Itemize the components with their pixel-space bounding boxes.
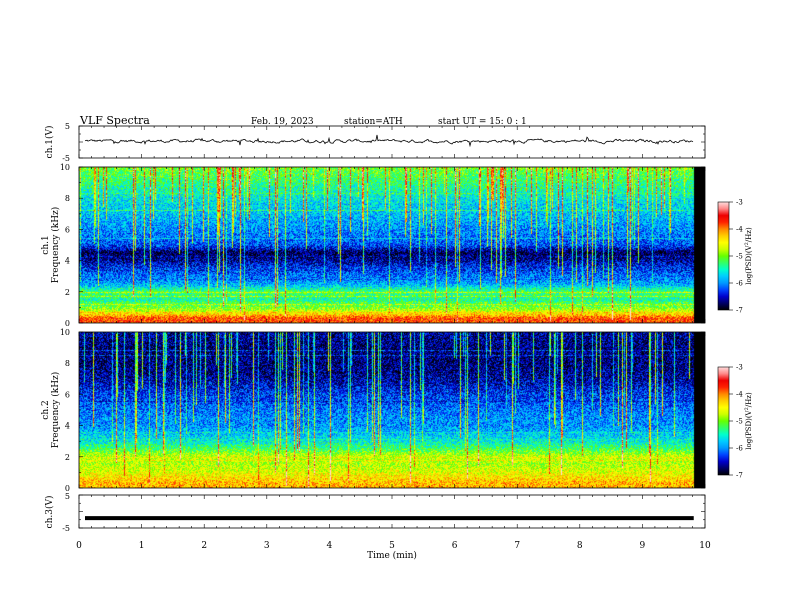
time-axis-tick-label: 9: [640, 541, 646, 551]
ch3-waveform-ylabel: ch.3(V): [44, 496, 55, 529]
ch1-spectrogram-ytick-label: 0: [65, 319, 70, 328]
ch1-spectrogram-ytick-label: 10: [60, 163, 70, 172]
ch2-spectrogram-ytick-label: 6: [65, 390, 70, 399]
ch1-colorbar-tick-label: -3: [736, 199, 743, 207]
ch1-ytick-top: 5: [65, 122, 70, 131]
ch1-spectrogram-ytick-label: 6: [65, 225, 70, 234]
ch2-colorbar-tick-label: -3: [736, 364, 743, 372]
ch2-spectrogram: [79, 332, 705, 488]
ch1-spectrogram-panel: 0 2 4 6 8 10 ch.1Frequency (kHz) -3 -4 -5 -6 -7 l…: [41, 163, 753, 328]
ch2-spectrogram-ytick-label: 4: [65, 422, 70, 431]
ch1-waveform-ylabel: ch.1(V): [44, 126, 55, 159]
ch1-colorbar: -3 -4 -5 -6 -7 log(PSD)(V2/Hz): [717, 199, 753, 315]
ch1-waveform-panel: 5 -5 ch.1(V): [44, 122, 706, 163]
ch1-colorbar-tick-label: -7: [736, 307, 743, 315]
time-axis-tick-label: 6: [452, 541, 458, 551]
ch1-colorbar-tick-label: -4: [736, 226, 743, 234]
station-label: station=ATH: [344, 117, 403, 127]
ch2-colorbar-tick-label: -5: [736, 418, 743, 426]
time-axis-tick-label: 3: [264, 541, 270, 551]
ch1-colorbar-label: log(PSD)(V2/Hz): [744, 227, 753, 285]
ch3-ytick-bottom: -5: [62, 524, 70, 533]
ch2-colorbar-gradient: [717, 366, 730, 476]
ch1-spectrogram-ylabel: ch.1Frequency (kHz): [41, 207, 61, 284]
ch2-spectrogram-ytick-label: 10: [60, 328, 70, 337]
ch1-colorbar-gradient: [717, 201, 730, 311]
ch2-spectrogram-ylabel: ch.2Frequency (kHz): [41, 372, 61, 449]
ch1-colorbar-tick-label: -6: [736, 280, 743, 288]
ch1-spectrogram-ytick-label: 4: [65, 257, 70, 266]
ch2-colorbar-tick-label: -7: [736, 472, 743, 480]
ch2-colorbar-label: log(PSD)(V2/Hz): [744, 392, 753, 450]
time-axis-tick-label: 4: [327, 541, 333, 551]
ch3-ytick-top: 5: [65, 492, 70, 501]
ch2-spectrogram-ytick-label: 0: [65, 484, 70, 493]
time-axis-tick-label: 0: [76, 541, 82, 551]
time-axis-tick-label: 2: [201, 541, 207, 551]
ch1-spectrogram: [79, 167, 705, 323]
time-axis-label: Time (min): [367, 550, 417, 561]
ch2-spectrogram-ytick-label: 2: [65, 453, 70, 462]
time-axis-tick-label: 7: [514, 541, 520, 551]
ch3-waveform-panel: 5 -5 ch.3(V): [44, 492, 706, 533]
time-axis-tick-label: 8: [577, 541, 583, 551]
time-axis-tick-label: 5: [389, 541, 395, 551]
ch2-colorbar: -3 -4 -5 -6 -7 log(PSD)(V2/Hz): [717, 364, 753, 480]
ch2-colorbar-tick-label: -6: [736, 445, 743, 453]
ch1-spectrogram-ytick-label: 2: [65, 288, 70, 297]
ch1-waveform-trace: [84, 134, 694, 148]
ch1-waveform-frame: [78, 125, 706, 159]
time-axis-tick-labels: 0 1 2 3 4 5 6 7 8 9 10: [76, 541, 711, 551]
start-time-label: start UT = 15: 0 : 1: [438, 117, 527, 127]
time-axis-tick-label: 10: [699, 541, 711, 551]
ch2-spectrogram-ytick-label: 8: [65, 359, 70, 368]
ch1-colorbar-tick-label: -5: [736, 253, 743, 261]
ch1-ytick-bottom: -5: [62, 154, 70, 163]
ch3-waveform-frame: [78, 494, 706, 529]
ch1-spectrogram-ytick-label: 8: [65, 194, 70, 203]
figure-title: VLF Spectra: [79, 114, 150, 127]
ch2-colorbar-tick-label: -4: [736, 391, 743, 399]
date-label: Feb. 19, 2023: [251, 117, 314, 127]
time-axis-tick-label: 1: [139, 541, 145, 551]
ch2-spectrogram-panel: 0 2 4 6 8 10 ch.2Frequency (kHz) -3 -4 -5 -6 -7 l…: [41, 328, 753, 493]
